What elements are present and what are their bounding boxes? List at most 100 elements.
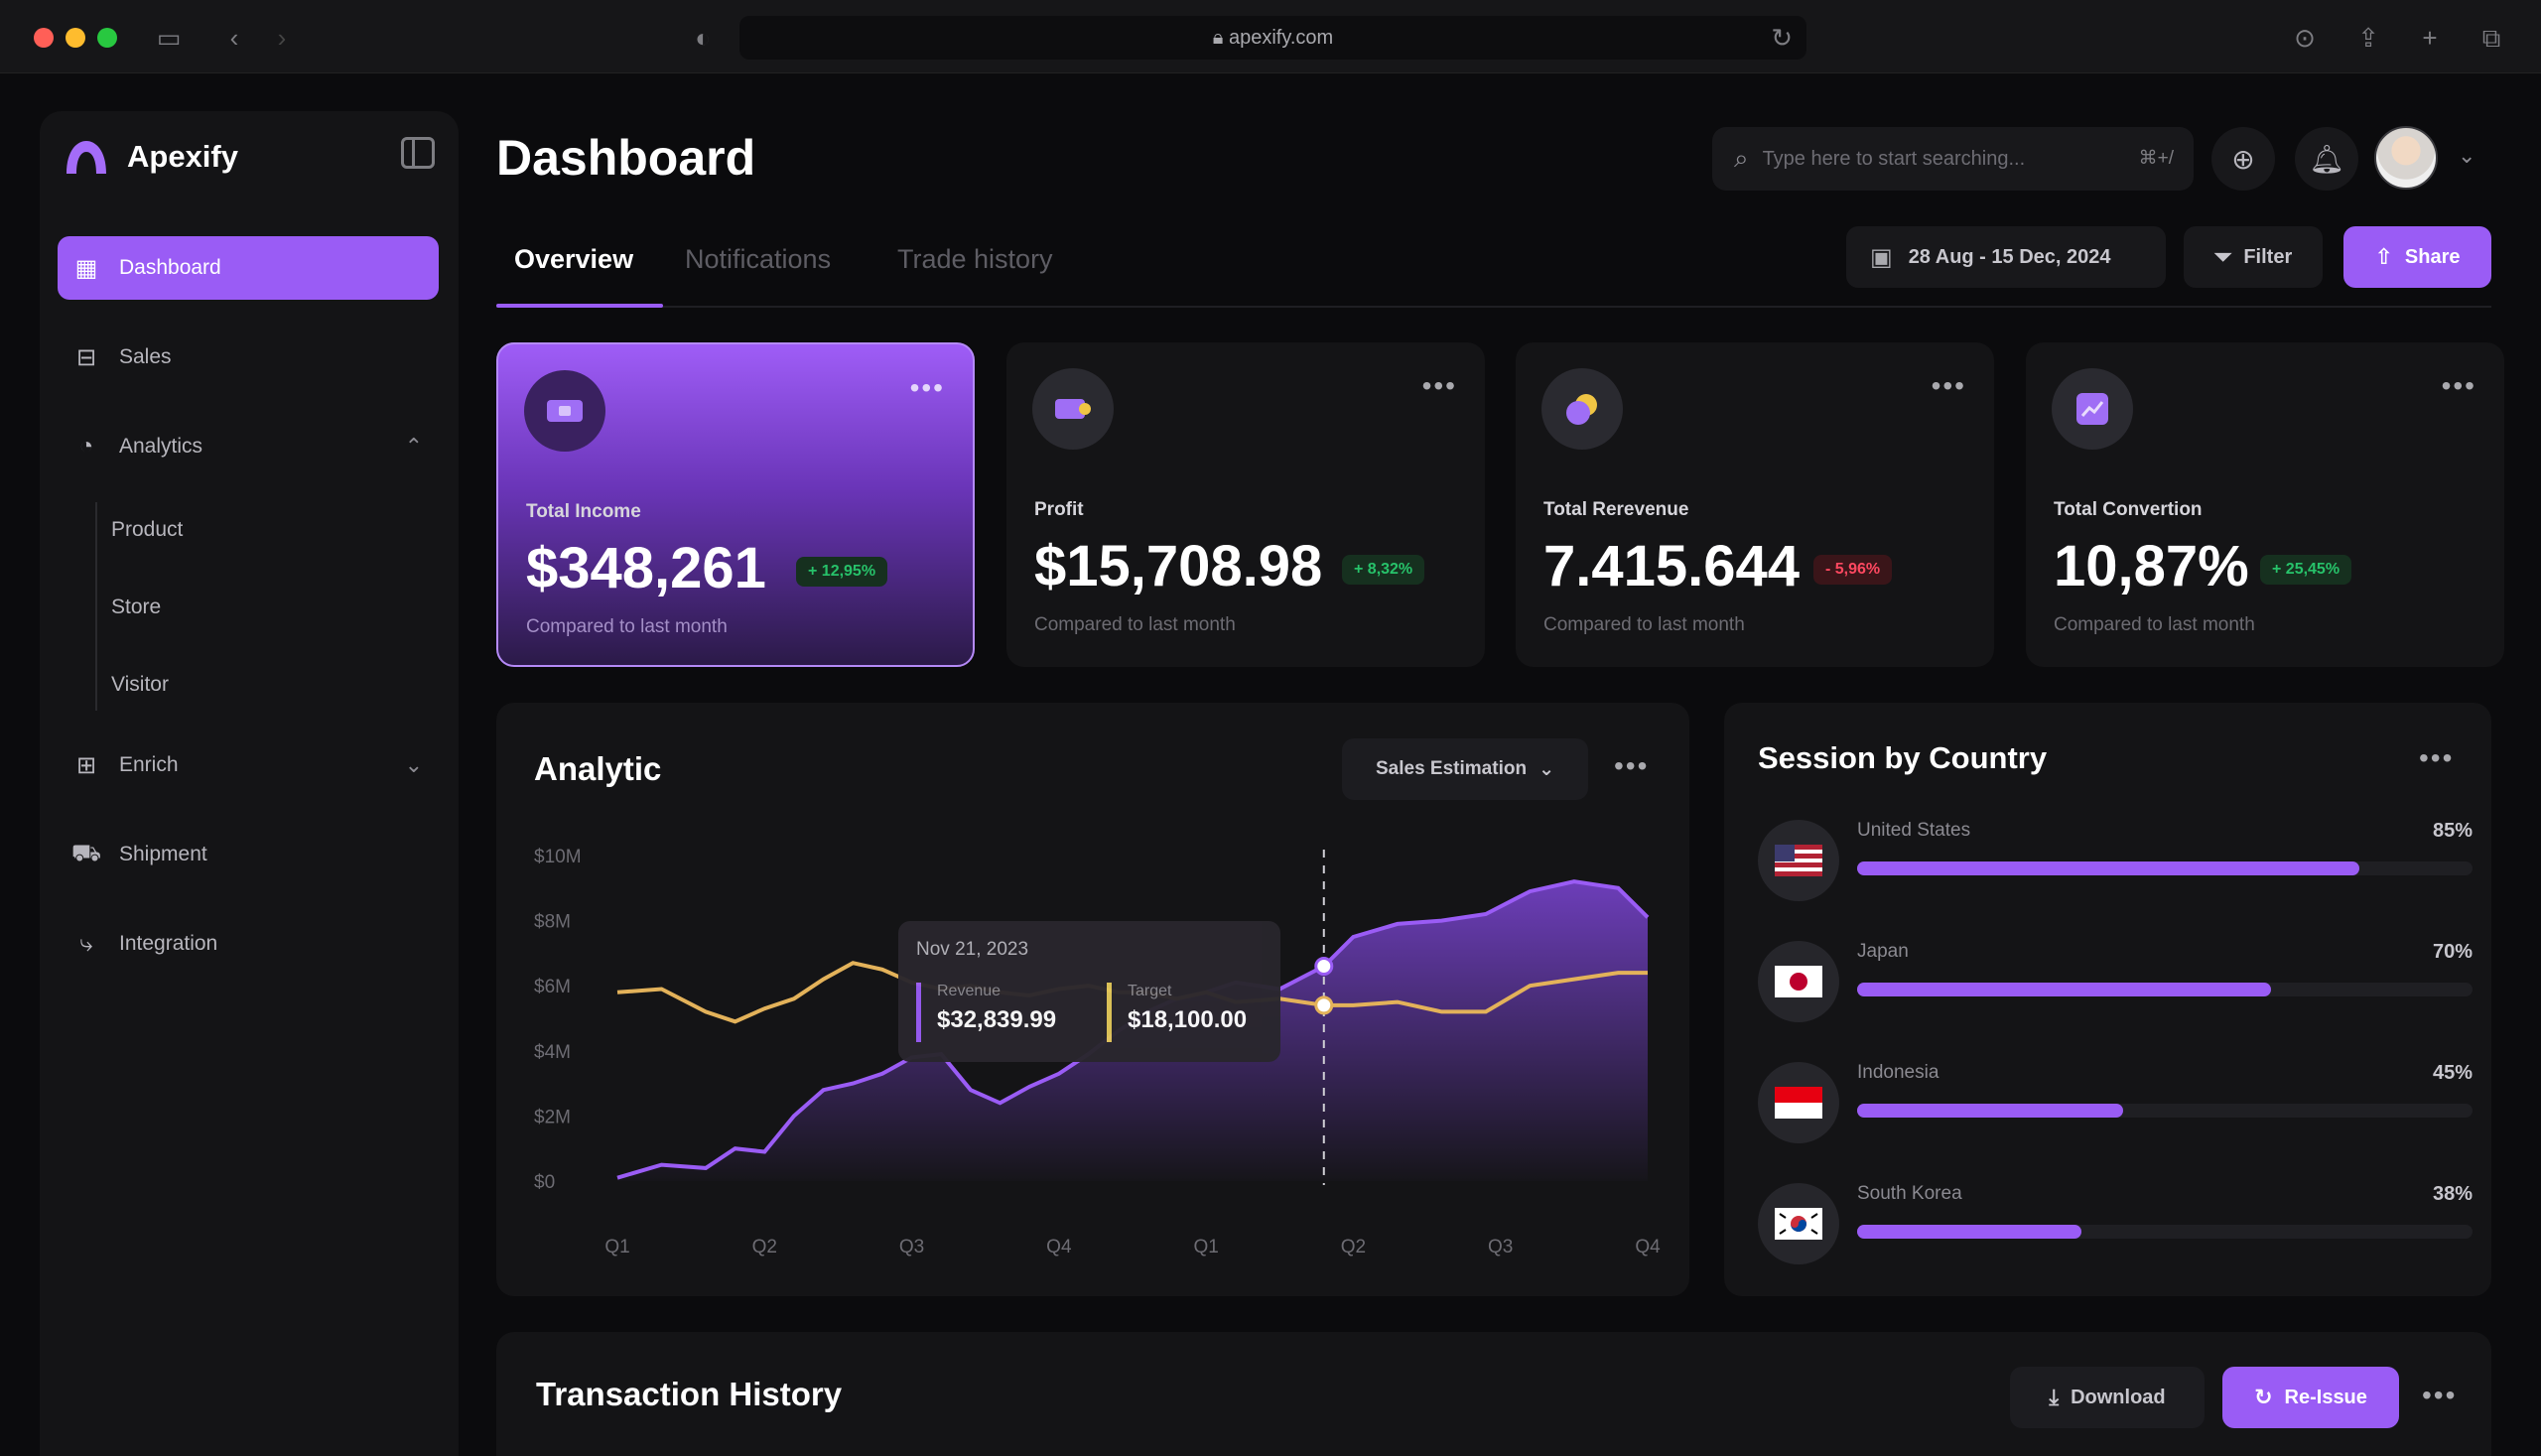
tabs-overview-icon[interactable]: ⧉ bbox=[2481, 23, 2501, 53]
more-options-icon[interactable]: ••• bbox=[1614, 750, 1650, 781]
sidebar-item-shipment[interactable]: ⛟ Shipment bbox=[58, 823, 439, 886]
more-options-icon[interactable]: ••• bbox=[2419, 742, 2455, 773]
sidebar-subitem-store[interactable]: Store bbox=[111, 596, 162, 618]
card-icon bbox=[1032, 368, 1114, 450]
brand-name: Apexify bbox=[127, 139, 238, 174]
kpi-value: $348,261 bbox=[526, 536, 766, 600]
chart-up-icon bbox=[2052, 368, 2133, 450]
kpi-note: Compared to last month bbox=[526, 616, 728, 637]
kpi-card-total-revenue[interactable]: ••• Total Rerevenue 7.415.644 - 5,96% Co… bbox=[1516, 342, 1994, 667]
more-options-icon[interactable]: ••• bbox=[1421, 370, 1457, 401]
wallet-icon bbox=[524, 370, 605, 452]
tab-trade-history[interactable]: Trade history bbox=[897, 244, 1053, 274]
country-progress-bar bbox=[1857, 983, 2271, 996]
tooltip-target-value: $18,100.00 bbox=[1128, 1006, 1248, 1033]
kpi-card-total-conversion[interactable]: ••• Total Convertion 10,87% + 25,45% Com… bbox=[2026, 342, 2504, 667]
transaction-history-title: Transaction History bbox=[536, 1376, 843, 1412]
sidebar-item-label: Analytics bbox=[119, 435, 203, 458]
sidebar-subitem-visitor[interactable]: Visitor bbox=[111, 673, 169, 696]
chevron-down-icon[interactable]: ⌄ bbox=[2458, 143, 2476, 168]
search-input[interactable] bbox=[1762, 147, 2100, 171]
tab-overview[interactable]: Overview bbox=[514, 244, 634, 274]
download-label: Download bbox=[2071, 1386, 2166, 1408]
country-percent: 38% bbox=[2432, 1183, 2473, 1205]
more-options-icon[interactable]: ••• bbox=[2441, 370, 2476, 401]
country-progress-track bbox=[1857, 1104, 2473, 1118]
date-range-button[interactable]: ▣ 28 Aug - 15 Dec, 2024 bbox=[1846, 226, 2166, 288]
kpi-label: Total Rerevenue bbox=[1543, 499, 1689, 520]
url-text: apexify.com bbox=[1228, 27, 1334, 49]
sales-estimation-dropdown[interactable]: Sales Estimation ⌄ bbox=[1342, 738, 1588, 800]
kpi-value: 10,87% bbox=[2054, 534, 2249, 598]
tab-bar: Overview Notifications Trade history bbox=[496, 238, 2491, 308]
country-percent: 70% bbox=[2432, 941, 2473, 963]
collapse-sidebar-icon[interactable] bbox=[401, 137, 435, 169]
filter-label: Filter bbox=[2243, 245, 2293, 268]
sidebar-subitem-product[interactable]: Product bbox=[111, 518, 184, 541]
share-page-icon[interactable]: ⇪ bbox=[2357, 23, 2379, 53]
privacy-shield-icon[interactable]: ◐ bbox=[695, 23, 711, 53]
japan-flag-icon bbox=[1758, 941, 1839, 1022]
tab-notifications[interactable]: Notifications bbox=[685, 244, 832, 274]
more-options-icon[interactable]: ••• bbox=[909, 372, 945, 403]
tooltip-date: Nov 21, 2023 bbox=[916, 939, 1029, 960]
sidebar-item-analytics[interactable]: ◔ Analytics ⌃ bbox=[58, 415, 439, 478]
help-button[interactable]: ⊕ bbox=[2211, 127, 2275, 191]
chart-tooltip: Nov 21, 2023 Revenue $32,839.99 Target $… bbox=[898, 921, 1280, 1062]
apexify-logo-icon bbox=[67, 141, 106, 174]
download-button[interactable]: ⤓ Download bbox=[2010, 1367, 2205, 1428]
active-tab-indicator bbox=[496, 304, 663, 308]
kpi-change-badge: + 8,32% bbox=[1342, 555, 1425, 585]
brand[interactable]: Apexify bbox=[64, 133, 238, 181]
reissue-button[interactable]: ↻ Re-Issue bbox=[2222, 1367, 2399, 1428]
maximize-window-button[interactable] bbox=[97, 28, 117, 48]
country-row-united-states: United States 85% bbox=[1758, 812, 2473, 911]
kpi-note: Compared to last month bbox=[2054, 614, 2255, 635]
share-button[interactable]: ⇧ Share bbox=[2343, 226, 2491, 288]
country-progress-track bbox=[1857, 983, 2473, 996]
submenu-divider bbox=[95, 502, 97, 711]
minimize-window-button[interactable] bbox=[66, 28, 85, 48]
transaction-history-panel: Transaction History ⤓ Download ↻ Re-Issu… bbox=[496, 1332, 2491, 1456]
kpi-label: Profit bbox=[1034, 499, 1084, 520]
us-flag-icon bbox=[1758, 820, 1839, 901]
sidebar-item-label: Dashboard bbox=[119, 256, 221, 279]
sidebar-item-dashboard[interactable]: ▦ Dashboard bbox=[58, 236, 439, 300]
south-korea-flag-icon bbox=[1758, 1183, 1839, 1264]
download-icon[interactable]: ⊙ bbox=[2294, 23, 2316, 53]
country-row-japan: Japan 70% bbox=[1758, 933, 2473, 1032]
session-title: Session by Country bbox=[1758, 740, 2048, 775]
tooltip-revenue: Revenue $32,839.99 bbox=[916, 983, 1056, 1042]
sidebar-item-integration[interactable]: ⤷ Integration bbox=[58, 912, 439, 976]
sidebar-toggle-icon[interactable]: ▭ bbox=[156, 23, 182, 53]
chevron-down-icon: ⌄ bbox=[1538, 758, 1554, 780]
reload-icon[interactable]: ↻ bbox=[1771, 23, 1793, 53]
kpi-change-badge: + 12,95% bbox=[796, 557, 888, 587]
integration-icon: ⤷ bbox=[79, 930, 93, 957]
address-bar[interactable]: 🔒︎ apexify.com ↻ bbox=[739, 16, 1806, 60]
session-by-country-panel: Session by Country ••• United States 85%… bbox=[1724, 703, 2491, 1296]
browser-toolbar: ▭ ‹ › ◐ 🔒︎ apexify.com ↻ ⊙ ⇪ + ⧉ bbox=[0, 0, 2541, 73]
date-range-label: 28 Aug - 15 Dec, 2024 bbox=[1908, 245, 2111, 268]
close-window-button[interactable] bbox=[34, 28, 54, 48]
filter-button[interactable]: ⏷ Filter bbox=[2184, 226, 2323, 288]
coin-icon bbox=[1541, 368, 1623, 450]
more-options-icon[interactable]: ••• bbox=[2422, 1380, 2458, 1410]
calendar-icon: ▣ bbox=[1870, 243, 1893, 271]
new-tab-icon[interactable]: + bbox=[2422, 23, 2438, 53]
notifications-button[interactable]: 🔔︎ bbox=[2295, 127, 2358, 191]
country-name: Indonesia bbox=[1857, 1062, 1939, 1083]
forward-arrow-icon[interactable]: › bbox=[277, 23, 287, 53]
avatar[interactable] bbox=[2374, 126, 2438, 190]
back-arrow-icon[interactable]: ‹ bbox=[229, 23, 239, 53]
search-bar[interactable]: ⌕ ⌘+/ bbox=[1712, 127, 2194, 191]
sidebar-item-enrich[interactable]: ⊞ Enrich ⌄ bbox=[58, 733, 439, 797]
share-icon: ⇧ bbox=[2374, 244, 2393, 269]
kpi-card-total-income[interactable]: ••• Total Income $348,261 + 12,95% Compa… bbox=[496, 342, 975, 667]
kpi-change-badge: - 5,96% bbox=[1813, 555, 1893, 585]
kpi-card-profit[interactable]: ••• Profit $15,708.98 + 8,32% Compared t… bbox=[1006, 342, 1485, 667]
country-progress-bar bbox=[1857, 861, 2359, 875]
truck-icon: ⛟ bbox=[70, 840, 102, 866]
more-options-icon[interactable]: ••• bbox=[1931, 370, 1966, 401]
sidebar-item-sales[interactable]: ⊟ Sales bbox=[58, 326, 439, 389]
